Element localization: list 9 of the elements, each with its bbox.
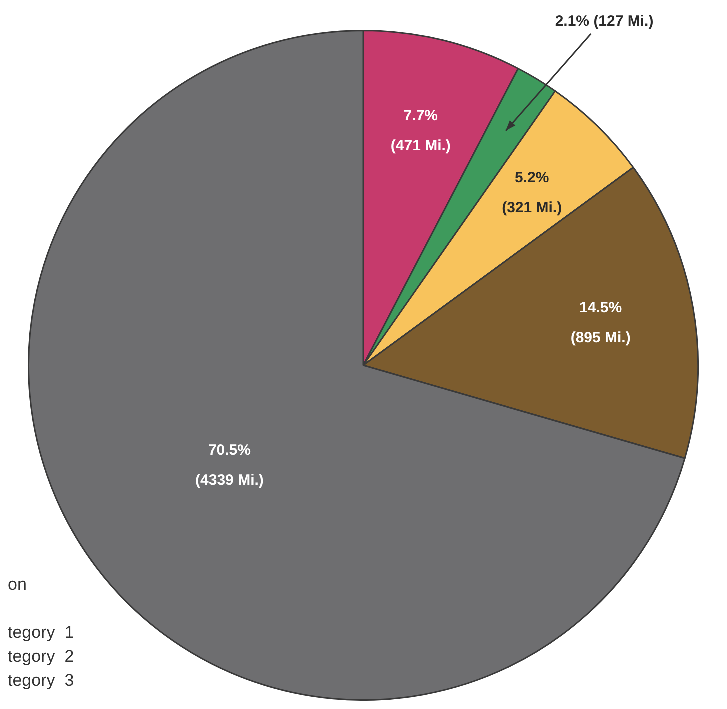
data-label: 5.2% (321 Mi.) xyxy=(502,169,562,216)
text: on xyxy=(8,574,28,596)
text: tegory 2 xyxy=(8,646,74,668)
text: tegory 1 xyxy=(8,622,74,644)
data-label: 7.7% (471 Mi.) xyxy=(390,108,451,155)
data-label: 2.1% (127 Mi.) xyxy=(555,13,654,30)
data-label: 14.5% (895 Mi.) xyxy=(570,300,631,347)
data-label: 70.5% (4339 Mi.) xyxy=(196,442,264,490)
text: tegory 3 xyxy=(8,670,74,692)
